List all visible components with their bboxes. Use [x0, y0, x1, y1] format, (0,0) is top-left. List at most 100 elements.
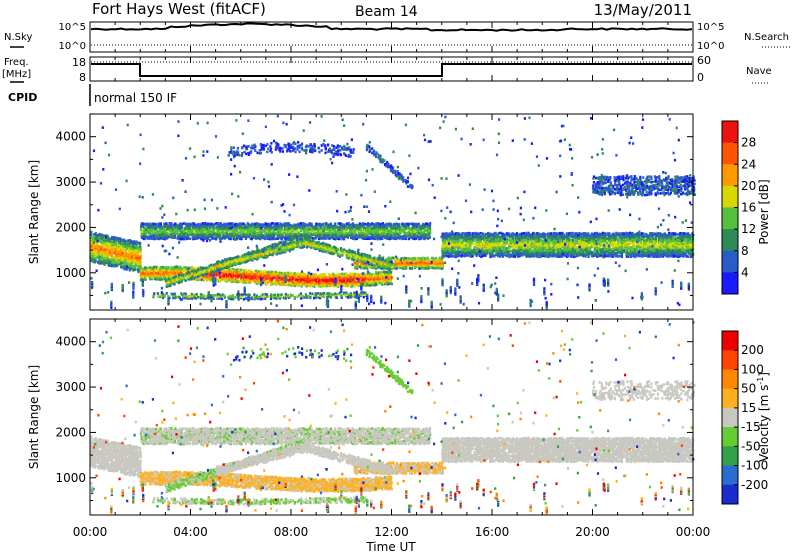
freq-unit-label: [MHz]: [2, 69, 31, 80]
range-gate-cell: [227, 236, 229, 239]
range-gate-cell: [204, 222, 206, 225]
noise-search-label: N.Search: [744, 32, 789, 43]
range-gate-cell: [157, 230, 159, 233]
range-gate-cell: [345, 225, 347, 228]
range-gate-cell: [251, 223, 253, 226]
range-gate-cell: [139, 242, 141, 245]
range-gate-cell: [227, 233, 229, 236]
range-gate-cell: [251, 230, 253, 233]
range-gate-cell: [294, 233, 296, 236]
range-gate-cell: [264, 236, 266, 239]
range-gate-cell: [275, 238, 277, 241]
range-gate-cell: [122, 261, 124, 264]
noise-tick-bottom-left: 10^0: [59, 41, 86, 52]
range-gate-cell: [155, 223, 157, 226]
range-gate-cell: [381, 237, 383, 240]
range-gate-cell: [96, 234, 98, 237]
range-gate-cell: [334, 222, 336, 225]
range-gate-cell: [120, 241, 122, 244]
range-gate-cell: [400, 227, 402, 230]
range-gate-cell: [217, 222, 219, 225]
range-gate-cell: [326, 222, 328, 225]
range-gate-cell: [320, 230, 322, 233]
freq-tick-bottom: 8: [79, 71, 86, 84]
range-gate-cell: [137, 246, 139, 249]
range-gate-cell: [319, 223, 321, 226]
range-gate-cell: [326, 237, 328, 240]
range-gate-cell: [153, 223, 155, 226]
range-gate-cell: [213, 236, 215, 239]
range-gate-cell: [219, 222, 221, 225]
range-gate-cell: [185, 222, 187, 225]
range-gate-cell: [130, 240, 132, 243]
range-gate-cell: [343, 233, 345, 236]
range-gate-cell: [118, 254, 120, 257]
range-gate-cell: [99, 233, 101, 236]
range-gate-cell: [412, 223, 414, 226]
range-gate-cell: [281, 223, 283, 226]
freq-tick-top: 18: [72, 56, 86, 69]
range-gate-cell: [163, 223, 165, 226]
range-gate-cell: [118, 237, 120, 240]
range-gate-cell: [356, 224, 358, 227]
range-gate-cell: [90, 231, 92, 234]
nave-label: Nave: [746, 66, 772, 77]
freq-label: Freq.: [4, 57, 29, 68]
range-gate-cell: [223, 223, 225, 226]
range-gate-cell: [245, 231, 247, 234]
range-gate-cell: [292, 225, 294, 228]
range-gate-cell: [247, 222, 249, 225]
range-gate-cell: [311, 223, 313, 226]
range-gate-cell: [240, 223, 242, 226]
range-gate-cell: [355, 234, 357, 237]
range-gate-cell: [258, 223, 260, 226]
range-gate-cell: [213, 223, 215, 226]
range-gate-cell: [160, 222, 162, 225]
range-gate-cell: [294, 224, 296, 227]
range-gate-cell: [315, 223, 317, 226]
range-gate-cell: [174, 235, 176, 238]
range-gate-cell: [130, 244, 132, 247]
range-gate-cell: [187, 223, 189, 226]
freq-panel: Freq. [MHz] 18 8 60 0 Nave: [2, 54, 772, 84]
noise-sky-label: N.Sky: [4, 32, 32, 43]
power-scatter: [90, 115, 696, 310]
range-gate-cell: [202, 222, 204, 225]
noise-panel: N.Sky 10^5 10^0 10^5 10^0 N.Search: [4, 22, 790, 52]
cpid-label: CPID: [8, 91, 37, 104]
range-gate-cell: [119, 260, 121, 263]
range-gate-cell: [408, 238, 410, 241]
range-gate-cell: [396, 223, 398, 226]
range-gate-cell: [332, 236, 334, 239]
range-gate-cell: [113, 236, 115, 239]
range-gate-cell: [92, 236, 94, 239]
noise-tick-top-right: 10^5: [697, 22, 724, 33]
range-gate-cell: [272, 222, 274, 225]
range-gate-cell: [398, 223, 400, 226]
range-gate-cell: [409, 228, 411, 231]
range-gate-cell: [183, 222, 185, 225]
range-gate-cell: [322, 223, 324, 226]
range-gate-cell: [385, 223, 387, 226]
range-gate-cell: [400, 235, 402, 238]
range-gate-cell: [326, 232, 328, 235]
range-gate-cell: [309, 222, 311, 225]
range-gate-cell: [139, 246, 141, 249]
range-gate-cell: [113, 262, 115, 265]
range-gate-cell: [126, 252, 128, 255]
range-gate-cell: [292, 233, 294, 236]
range-gate-cell: [170, 224, 172, 227]
range-gate-cell: [371, 226, 373, 229]
range-gate-cell: [360, 228, 362, 231]
range-gate-cell: [281, 234, 283, 237]
range-gate-cell: [338, 232, 340, 235]
range-gate-cell: [124, 240, 126, 243]
range-gate-cell: [375, 229, 377, 232]
range-gate-cell: [377, 222, 379, 225]
range-gate-cell: [396, 232, 398, 235]
range-gate-cell: [133, 257, 135, 260]
noise-tick-bottom-right: 10^0: [697, 41, 724, 52]
range-gate-cell: [407, 223, 409, 226]
range-gate-cell: [101, 245, 103, 248]
range-gate-cell: [270, 224, 272, 227]
